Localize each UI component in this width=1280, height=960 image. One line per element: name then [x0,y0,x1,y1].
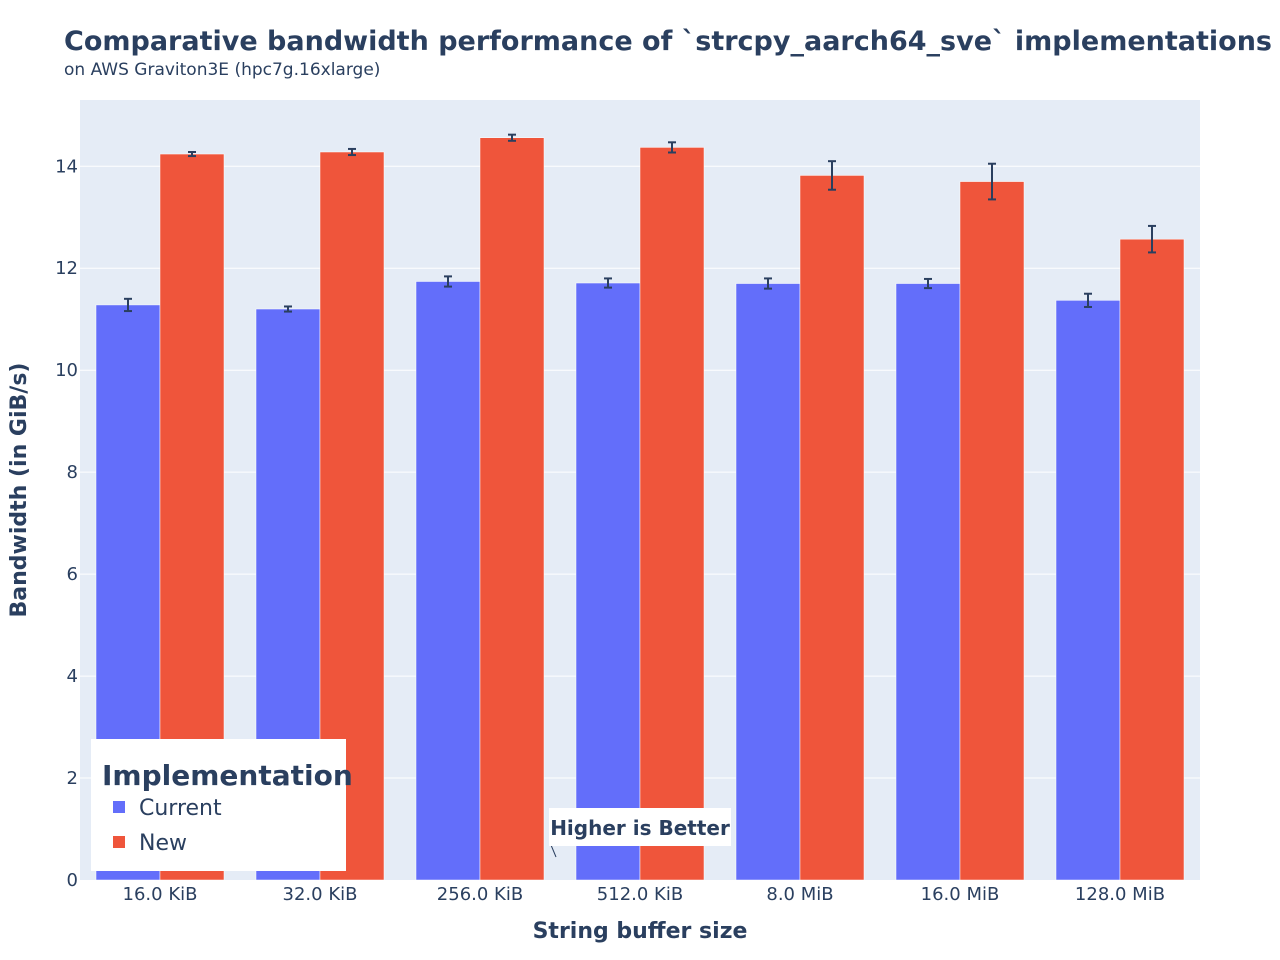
legend-swatch-new [113,836,125,848]
error-bar-current-0 [124,297,132,313]
error-bars-group [124,133,1156,313]
legend-label-new: New [139,831,187,856]
bar-current-4 [735,283,801,881]
y-axis-title: Bandwidth (in GiB/s) [7,363,32,618]
y-tick-4: 4 [67,666,78,687]
bar-current-2 [415,281,481,881]
error-bar-current-5 [924,277,932,290]
error-bar-new-0 [188,151,196,158]
legend-title: Implementation [102,759,353,792]
error-bar-new-6 [1148,224,1156,254]
y-tick-12: 12 [55,258,78,279]
x-tick-0: 16.0 KiB [123,884,198,905]
chart-title: Comparative bandwidth performance of `st… [64,26,1272,57]
bar-current-5 [895,283,961,881]
y-tick-2: 2 [67,768,78,789]
error-bar-new-3 [668,141,676,154]
bar-new-6 [1119,238,1185,881]
annotation-text: Higher is Better [550,816,730,840]
annotation-box [549,808,731,846]
error-bar-new-4 [828,160,836,191]
x-tick-6: 128.0 MiB [1075,884,1165,905]
bar-current-3 [575,282,641,881]
legend-swatch-current [113,801,125,813]
bar-new-5 [959,181,1025,881]
x-tick-1: 32.0 KiB [283,884,358,905]
x-tick-4: 8.0 MiB [766,884,833,905]
y-tick-10: 10 [55,360,78,381]
legend: Implementation Current New [91,739,353,871]
x-axis-title: String buffer size [533,919,748,944]
error-bar-current-6 [1084,292,1092,308]
x-tick-labels: 16.0 KiB 32.0 KiB 256.0 KiB 512.0 KiB 8.0 Mi… [123,884,1166,905]
legend-label-current: Current [139,796,222,821]
annotation-higher-is-better: Higher is Better [549,808,731,858]
y-tick-14: 14 [55,156,78,177]
bar-current-6 [1055,300,1121,881]
error-bar-current-2 [444,275,452,288]
x-tick-5: 16.0 MiB [921,884,1000,905]
y-tick-0: 0 [67,870,78,891]
error-bar-current-1 [284,305,292,313]
chart-subtitle: on AWS Graviton3E (hpc7g.16xlarge) [64,60,380,80]
error-bar-current-3 [604,277,612,289]
bar-new-4 [799,175,865,881]
x-tick-2: 256.0 KiB [437,884,523,905]
error-bar-new-1 [348,147,356,157]
error-bar-current-4 [764,277,772,290]
y-tick-6: 6 [67,564,78,585]
error-bar-new-2 [508,133,516,142]
y-tick-8: 8 [67,462,78,483]
bar-new-3 [639,147,705,881]
x-tick-3: 512.0 KiB [597,884,683,905]
error-bar-new-5 [988,162,996,201]
legend-box [91,739,346,871]
bars-group [95,137,1185,881]
bar-new-2 [479,137,545,881]
annotation-arrow [550,844,557,858]
y-tick-labels: 0 2 4 6 8 10 12 14 [55,156,78,891]
